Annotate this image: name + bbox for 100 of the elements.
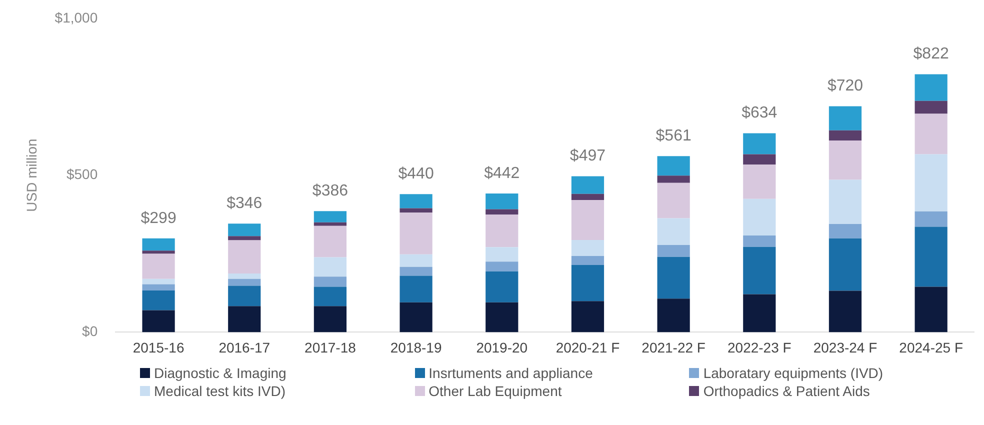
total-label: $634 bbox=[742, 104, 778, 122]
y-tick-label: $1,000 bbox=[54, 9, 98, 26]
legend-label: Laboratary equipments (IVD) bbox=[703, 365, 884, 381]
total-label: $299 bbox=[140, 210, 176, 227]
bar bbox=[828, 238, 862, 291]
bar bbox=[228, 306, 261, 332]
bar bbox=[400, 276, 432, 302]
bar bbox=[486, 194, 518, 210]
bar bbox=[914, 286, 948, 332]
bar bbox=[486, 271, 518, 302]
x-tick-label: 2020-21 F bbox=[556, 339, 620, 356]
bar bbox=[314, 306, 347, 332]
bar bbox=[743, 294, 776, 332]
bar bbox=[914, 211, 948, 227]
bar bbox=[228, 286, 261, 306]
bar bbox=[571, 200, 604, 240]
total-label: $720 bbox=[827, 78, 864, 95]
bar bbox=[828, 290, 862, 332]
bar bbox=[571, 240, 604, 256]
bar bbox=[914, 226, 948, 287]
bar bbox=[314, 257, 347, 277]
bar bbox=[571, 256, 604, 266]
bar bbox=[657, 176, 690, 183]
bar bbox=[828, 180, 862, 224]
bar bbox=[657, 218, 690, 245]
bar bbox=[657, 298, 690, 332]
bar bbox=[571, 265, 604, 302]
bar bbox=[486, 247, 518, 262]
bar bbox=[486, 262, 518, 272]
bar bbox=[828, 140, 862, 180]
bar bbox=[228, 278, 261, 286]
bar bbox=[400, 194, 432, 208]
bar bbox=[657, 156, 690, 176]
bar bbox=[228, 274, 261, 279]
bar bbox=[743, 164, 776, 199]
x-tick-label: 2024-25 F bbox=[899, 339, 963, 356]
bar bbox=[142, 238, 175, 251]
bar bbox=[743, 154, 776, 165]
x-tick-label: 2018-19 bbox=[390, 339, 442, 356]
total-label: $822 bbox=[913, 46, 949, 63]
bar bbox=[486, 302, 518, 332]
legend-label: Medical test kits IVD) bbox=[154, 383, 286, 399]
bar bbox=[486, 209, 518, 215]
total-label: $442 bbox=[484, 164, 520, 182]
total-label: $346 bbox=[226, 195, 262, 212]
bar bbox=[743, 198, 776, 236]
bar bbox=[657, 244, 690, 257]
x-tick-label: 2021-22 F bbox=[642, 339, 706, 356]
bar bbox=[314, 222, 347, 226]
bar bbox=[142, 250, 175, 254]
bar bbox=[142, 254, 175, 279]
bar bbox=[228, 236, 261, 240]
legend-label: Orthopadics & Patient Aids bbox=[703, 383, 870, 399]
bar bbox=[314, 211, 347, 222]
legend-label: Diagnostic & Imaging bbox=[154, 365, 286, 381]
legend-label: Insrtuments and appliance bbox=[428, 365, 593, 381]
total-label: $440 bbox=[398, 166, 434, 183]
bar bbox=[828, 106, 862, 130]
bar bbox=[400, 254, 432, 267]
bar bbox=[743, 236, 776, 247]
x-tick-label: 2017-18 bbox=[304, 339, 356, 356]
bar bbox=[142, 284, 175, 290]
bar bbox=[571, 301, 604, 332]
bar bbox=[828, 130, 862, 140]
bar bbox=[400, 212, 432, 254]
y-tick-label: $0 bbox=[82, 323, 98, 340]
bar bbox=[914, 100, 948, 114]
bar bbox=[400, 266, 432, 276]
bar bbox=[486, 214, 518, 248]
x-tick-label: 2016-17 bbox=[218, 339, 270, 356]
total-label: $497 bbox=[570, 148, 606, 165]
x-tick-label: 2019-20 bbox=[476, 339, 528, 356]
x-tick-label: 2015-16 bbox=[132, 339, 184, 356]
x-tick-label: 2022-23 F bbox=[727, 339, 792, 356]
bar bbox=[657, 182, 690, 218]
bar bbox=[571, 194, 604, 200]
bar bbox=[828, 224, 862, 238]
total-label: $561 bbox=[656, 128, 692, 145]
bar bbox=[914, 154, 948, 212]
bar bbox=[657, 256, 690, 299]
total-label: $386 bbox=[312, 182, 348, 200]
bar bbox=[314, 286, 347, 306]
bar bbox=[400, 302, 432, 332]
bar bbox=[914, 114, 948, 154]
bar bbox=[743, 246, 776, 294]
bar bbox=[571, 176, 604, 194]
bar bbox=[400, 208, 432, 213]
y-tick-label: $500 bbox=[66, 166, 98, 182]
bar bbox=[228, 240, 261, 274]
bar bbox=[228, 224, 261, 236]
x-tick-label: 2023-24 F bbox=[813, 339, 878, 356]
bar bbox=[142, 310, 175, 332]
y-axis-title: USD million bbox=[23, 138, 40, 212]
bar bbox=[743, 133, 776, 154]
bar bbox=[314, 276, 347, 287]
legend-label: Other Lab Equipment bbox=[428, 383, 562, 399]
bar bbox=[314, 226, 347, 258]
bar bbox=[914, 74, 948, 101]
bar bbox=[142, 278, 175, 284]
bar bbox=[142, 290, 175, 310]
